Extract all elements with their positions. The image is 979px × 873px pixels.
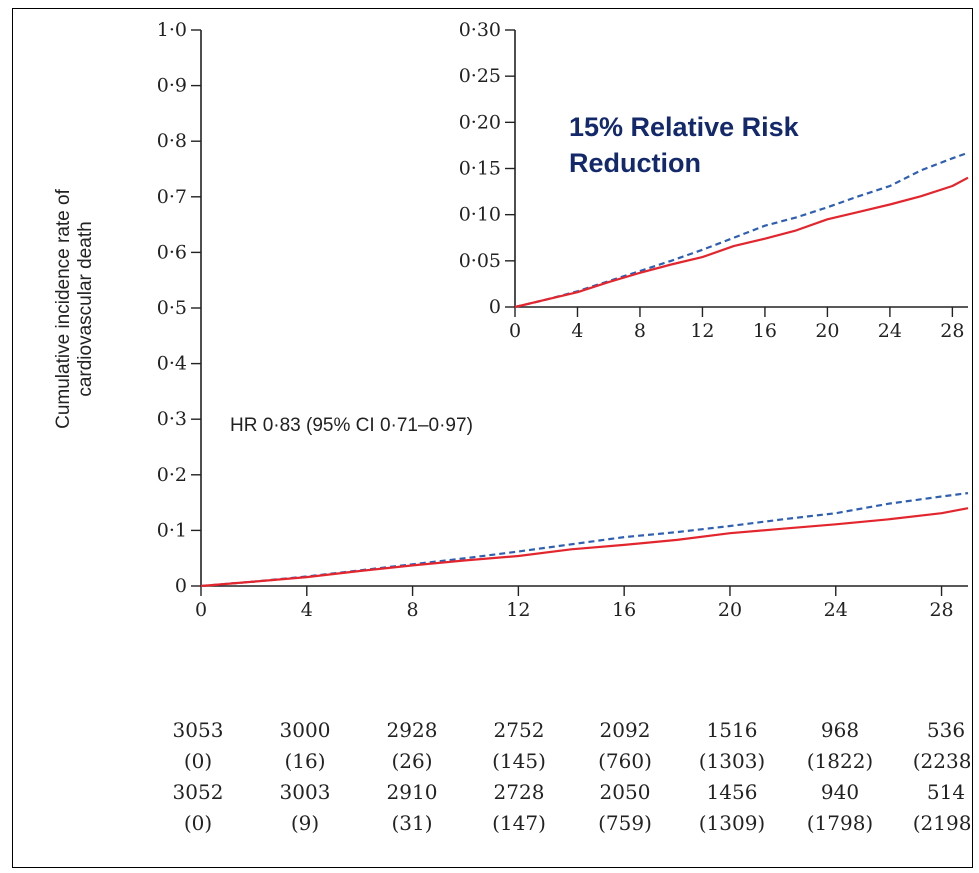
inset-title-line: 15% Relative Risk [569,112,800,142]
figure-frame: 0 0·1 0·2 0·3 0·4 0·5 0·6 0·7 0·8 0·9 1·0 0 4 8 12 16 20… [12,8,973,868]
risk-table-cell: (147) [492,811,546,835]
inset-y-tick-label: 0·05 [459,250,501,272]
risk-table-cell: (16) [284,749,325,773]
inset-y-tick-label: 0·10 [459,204,501,226]
main-plot: 0 0·1 0·2 0·3 0·4 0·5 0·6 0·7 0·8 0·9 1·0 0 4 8 12 16 20… [53,19,969,621]
risk-table-cell: 2050 [600,780,651,804]
main-x-tick-label: 20 [718,599,742,621]
main-x-tick-label: 16 [612,599,636,621]
risk-table-cell: 1456 [707,780,758,804]
risk-table-cell: 968 [821,718,859,742]
main-y-tick-label: 0·4 [157,353,187,375]
inset-title-line: Reduction [569,148,701,178]
main-y-tick-label: 0·5 [157,297,187,319]
main-x-tick-label: 4 [301,599,313,621]
risk-table-cell: 3000 [280,718,331,742]
risk-table-cell: (145) [492,749,546,773]
risk-table-cell: (26) [391,749,432,773]
risk-table-cell: 2928 [387,718,438,742]
risk-table-cell: 3003 [280,780,331,804]
main-y-tick-label: 1·0 [157,19,187,41]
inset-x-tick-label: 20 [815,320,839,342]
risk-table-cell: (2238) [913,749,971,773]
risk-table-cell: (1309) [699,811,766,835]
risk-table-cell: 536 [927,718,965,742]
risk-table-cell: 1516 [707,718,758,742]
main-y-tick-label: 0·9 [157,75,187,97]
main-x-tick-label: 24 [824,599,848,621]
inset-plot: 0 0·05 0·10 0·15 0·20 0·25 0·30 0 4 8 12 16 20 24 28 15… [459,19,969,342]
main-y-tick-label: 0 [175,575,187,597]
risk-table-cell: 940 [821,780,859,804]
inset-x-tick-label: 0 [509,320,521,342]
risk-table-cell: (1822) [807,749,874,773]
risk-table-cell: 3053 [173,718,224,742]
inset-series-solid-line [514,176,969,309]
main-y-tick-label: 0·2 [157,464,187,486]
risk-table-cell: 2092 [600,718,651,742]
inset-y-tick-label: 0 [489,296,501,318]
inset-x-tick-label: 12 [690,320,714,342]
risk-table-cell: (0) [184,811,212,835]
risk-table-cell: (1303) [699,749,766,773]
risk-table-cell: (760) [598,749,652,773]
risk-table: 3053 3000 2928 2752 2092 1516 968 536 (0) (16) (26… [173,718,971,835]
inset-x-tick-label: 4 [571,320,583,342]
risk-table-cell: 2752 [494,718,545,742]
risk-table-cell: (759) [598,811,652,835]
inset-y-tick-label: 0·25 [459,65,501,87]
inset-x-tick-label: 24 [878,320,902,342]
inset-y-tick-label: 0·15 [459,158,501,180]
main-y-tick-label: 0·6 [157,241,187,263]
main-y-axis-title: Cumulative incidence rate ofcardiovascul… [53,188,96,428]
main-series-dashed-line [200,492,969,588]
main-x-tick-label: 8 [407,599,419,621]
risk-table-cell: (0) [184,749,212,773]
main-x-tick-label: 28 [929,599,953,621]
main-series-solid-line [200,507,969,588]
inset-y-tick-label: 0·30 [459,19,501,41]
main-y-tick-label: 0·8 [157,130,187,152]
main-x-tick-label: 0 [195,599,207,621]
risk-table-cell: 2910 [387,780,438,804]
hr-annotation: HR 0·83 (95% CI 0·71–0·97) [230,415,473,436]
risk-table-cell: 514 [927,780,965,804]
risk-table-cell: (1798) [807,811,874,835]
inset-title: 15% Relative Risk Reduction [569,112,800,178]
inset-y-tick-label: 0·20 [459,111,501,133]
main-y-tick-label: 0·3 [157,408,187,430]
risk-table-cell: 2728 [494,780,545,804]
risk-table-cell: 3052 [173,780,224,804]
main-y-axis-title-line: cardiovascular death [75,221,96,396]
main-y-tick-label: 0·1 [157,519,187,541]
km-figure: 0 0·1 0·2 0·3 0·4 0·5 0·6 0·7 0·8 0·9 1·0 0 4 8 12 16 20… [53,19,971,835]
risk-table-cell: (31) [391,811,432,835]
inset-x-tick-label: 16 [753,320,777,342]
inset-x-tick-label: 8 [634,320,646,342]
inset-x-tick-label: 28 [940,320,964,342]
risk-table-cell: (2198) [913,811,971,835]
main-y-axis-title-line: Cumulative incidence rate of [53,188,74,428]
main-x-tick-label: 12 [506,599,530,621]
main-y-tick-label: 0·7 [157,186,187,208]
risk-table-cell: (9) [291,811,319,835]
